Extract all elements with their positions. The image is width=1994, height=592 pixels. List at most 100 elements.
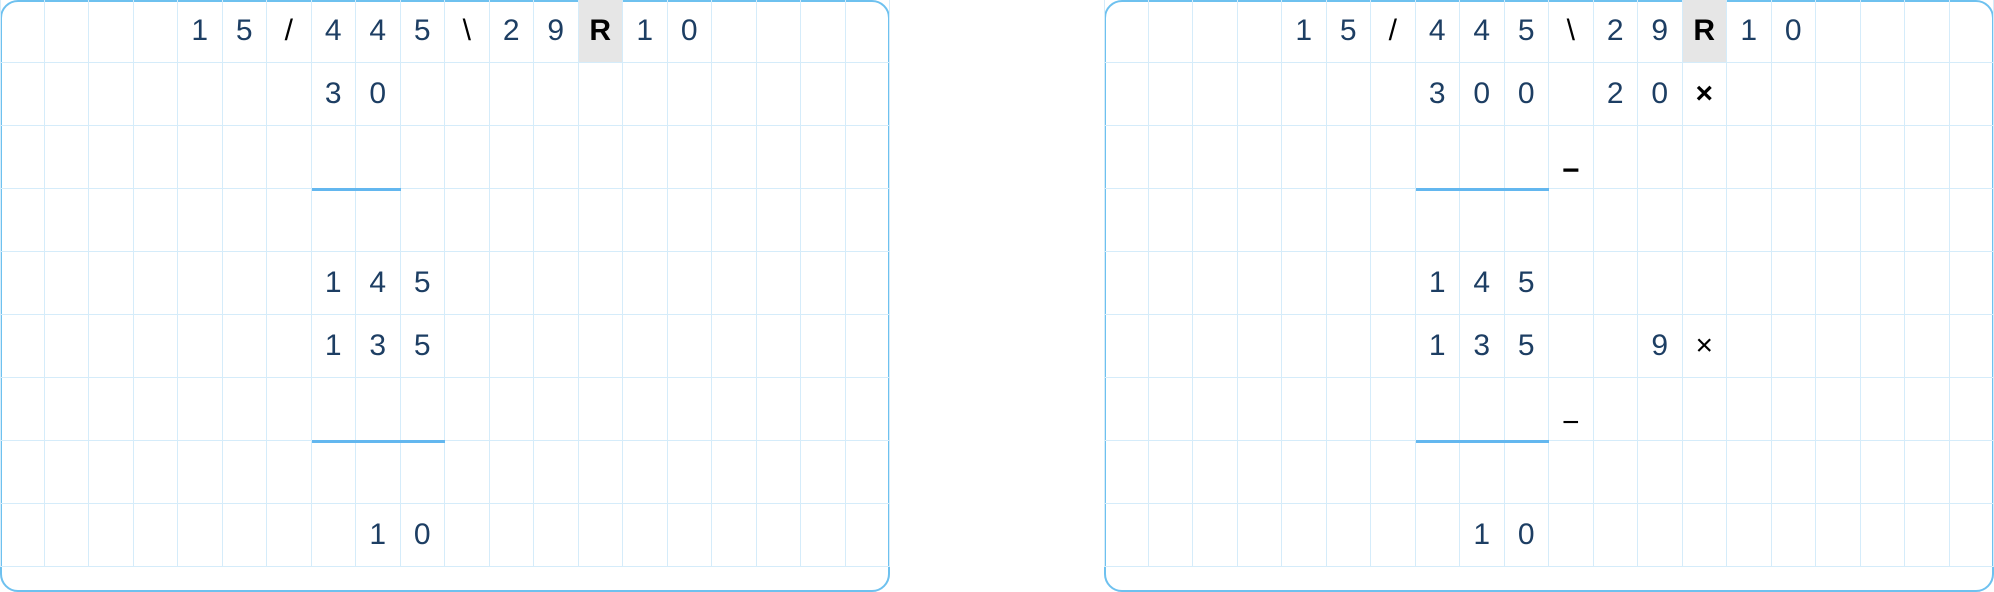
grid-cell (1638, 441, 1683, 504)
grid-cell (801, 63, 846, 126)
grid-cell (712, 504, 757, 567)
grid-cell (45, 315, 90, 378)
grid-cell-filled: 1 (623, 0, 668, 63)
grid-cell (1816, 126, 1861, 189)
grid-cell (1727, 126, 1772, 189)
grid-cell (1905, 315, 1950, 378)
grid-cell (45, 126, 90, 189)
grid-cell (1193, 504, 1238, 567)
grid-cell (312, 378, 357, 441)
grid-cell (401, 441, 446, 504)
grid-cell (134, 252, 179, 315)
grid-cell (178, 63, 223, 126)
grid-cell (89, 189, 134, 252)
grid-cell-filled: 4 (312, 0, 357, 63)
grid-cell (1861, 252, 1906, 315)
grid-cell (534, 63, 579, 126)
grid-cell (757, 63, 802, 126)
long-division-panel-right: 15/445\29R1030020×−1451359×−10 (1104, 0, 1994, 592)
grid-cell (668, 63, 713, 126)
grid-cell (623, 441, 668, 504)
grid-cell (1727, 441, 1772, 504)
grid-cell (89, 378, 134, 441)
grid-cell (579, 315, 624, 378)
grid-cell-filled: 1 (1460, 504, 1505, 567)
grid-cell (623, 378, 668, 441)
grid-cell (1950, 378, 1994, 441)
grid-cell (1327, 63, 1372, 126)
grid-cell (1549, 189, 1594, 252)
grid-cell (267, 126, 312, 189)
grid-cell (1950, 189, 1994, 252)
grid-cell (1950, 315, 1994, 378)
grid-cell (1772, 126, 1817, 189)
grid-cell (1460, 189, 1505, 252)
grid-cell (1905, 63, 1950, 126)
grid-cell (534, 126, 579, 189)
grid-cell (757, 441, 802, 504)
grid-cell (1238, 0, 1283, 63)
grid-cell (1149, 63, 1194, 126)
grid-cell (846, 504, 891, 567)
grid-cell (1371, 441, 1416, 504)
grid-cell (490, 126, 535, 189)
grid-cell (267, 189, 312, 252)
grid-cell (1149, 315, 1194, 378)
grid-cell (1505, 126, 1550, 189)
grid-cell (1416, 441, 1461, 504)
grid-cell (579, 441, 624, 504)
grid-cell-filled: × (1683, 63, 1728, 126)
grid-cell (490, 315, 535, 378)
grid-cell-filled: 3 (312, 63, 357, 126)
grid-cell (846, 0, 891, 63)
grid-cell (623, 252, 668, 315)
grid-cell (134, 126, 179, 189)
grid-cell (178, 315, 223, 378)
subtraction-underline (312, 188, 401, 191)
grid-cell (1371, 252, 1416, 315)
grid-cell (1193, 0, 1238, 63)
grid-cell (1950, 126, 1994, 189)
grid-cell (1327, 504, 1372, 567)
grid-cell (490, 252, 535, 315)
grid-cell (0, 504, 45, 567)
grid-cell-filled: 5 (401, 252, 446, 315)
grid-cell (623, 63, 668, 126)
grid-cell (312, 189, 357, 252)
grid-cell (1549, 441, 1594, 504)
grid-cell (1193, 378, 1238, 441)
grid-cell (1772, 63, 1817, 126)
grid-cell (1327, 252, 1372, 315)
grid-cell (757, 252, 802, 315)
grid-cell (1327, 378, 1372, 441)
grid-cell-filled: / (1371, 0, 1416, 63)
grid-cell (401, 378, 446, 441)
grid-cell (668, 252, 713, 315)
grid-cell (757, 189, 802, 252)
grid-cell (45, 0, 90, 63)
grid-cell (534, 252, 579, 315)
grid-cell-filled: 0 (356, 63, 401, 126)
grid-cell (1816, 378, 1861, 441)
grid-cell (1638, 252, 1683, 315)
grid-cell-filled: 0 (401, 504, 446, 567)
grid-cell (223, 63, 268, 126)
grid-cell (356, 378, 401, 441)
grid-cell (1594, 315, 1639, 378)
grid-cell (668, 189, 713, 252)
grid-cell (1327, 189, 1372, 252)
grid-cell (801, 0, 846, 63)
grid-cell (1238, 63, 1283, 126)
grid-cell (579, 126, 624, 189)
grid-cell (801, 315, 846, 378)
grid-cell (801, 504, 846, 567)
grid-cell-filled: \ (1549, 0, 1594, 63)
grid-cell (1816, 63, 1861, 126)
grid-cell (267, 252, 312, 315)
grid-cell (1816, 0, 1861, 63)
grid-cell (801, 189, 846, 252)
grid-cell (134, 189, 179, 252)
grid-cell (45, 378, 90, 441)
grid-cell (1193, 189, 1238, 252)
grid-cell (223, 189, 268, 252)
